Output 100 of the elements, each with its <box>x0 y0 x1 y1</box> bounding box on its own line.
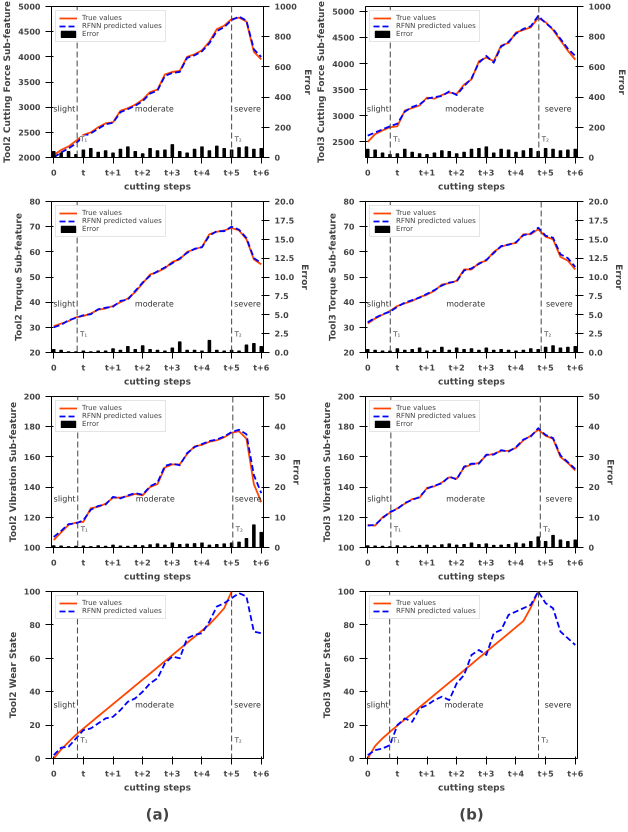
y2-tick-label: 20.0 <box>274 198 295 206</box>
y-axis-title: Tool2 Torque Sub-feature <box>14 213 24 341</box>
x-tick-label: t+2 <box>134 364 151 372</box>
y2-tick-label: 10.0 <box>274 273 295 282</box>
text: (a) <box>146 806 170 824</box>
annotation: slight <box>366 104 389 114</box>
y2-tick-label: 30 <box>274 452 286 462</box>
y-tick-label: 30 <box>343 323 355 332</box>
x-tick-label: t+4 <box>194 770 210 778</box>
y-tick-label: 100 <box>338 588 355 596</box>
annotation: moderate <box>444 700 484 710</box>
x-tick-label: t+5 <box>224 770 240 778</box>
y-tick-label: 80 <box>343 620 355 630</box>
y2-tick-label: 17.5 <box>588 216 609 226</box>
y-tick-label: 60 <box>29 248 41 257</box>
y2-tick-label: 2.5 <box>588 330 604 339</box>
annotation: slight <box>367 494 390 504</box>
x-tick-label: t+6 <box>253 770 270 778</box>
x-axis-title: cutting steps <box>124 784 191 794</box>
text: (b) <box>459 806 484 824</box>
x-tick-label: t+4 <box>508 168 524 178</box>
y2-tick-label: 10.0 <box>588 273 609 282</box>
x-tick-label: t+5 <box>538 364 554 372</box>
x-tick-label: t+6 <box>567 770 584 778</box>
y-tick-label: 120 <box>338 513 355 522</box>
y-tick-label: 60 <box>343 248 355 257</box>
y2-tick-label: 7.5 <box>588 292 604 301</box>
y-tick-label: 4500 <box>332 34 355 43</box>
x-tick-label: t <box>81 770 86 778</box>
y-tick-label: 60 <box>343 654 355 664</box>
y-axis-title: Tool2 Wear State <box>8 632 19 718</box>
y-tick-label: 50 <box>343 273 355 282</box>
x-tick-label: t+1 <box>418 770 436 778</box>
annotation: severe <box>544 700 572 710</box>
y-tick-label: 180 <box>24 422 41 432</box>
y-tick-label: 0 <box>348 754 355 764</box>
y2-tick-label: 50 <box>588 392 600 402</box>
y2-tick-label: 0 <box>588 154 594 162</box>
x-tick-label: t <box>395 770 400 778</box>
x-tick-label: t+2 <box>134 770 151 778</box>
y-tick-label: 50 <box>29 273 41 282</box>
annotation: severe <box>546 494 572 504</box>
y2-tick-label: 0 <box>274 154 280 162</box>
y-tick-label: 3500 <box>332 86 355 95</box>
x-tick-label: t+2 <box>134 168 151 178</box>
x-tick-label: t+6 <box>253 364 270 372</box>
y2-tick-label: 7.5 <box>274 292 290 301</box>
x-tick-label: t+1 <box>104 770 122 778</box>
y-tick-label: 140 <box>24 483 41 492</box>
y2-tick-label: 600 <box>588 62 606 72</box>
x-axis-title: cutting steps <box>438 784 505 794</box>
y-tick-label: 20 <box>343 348 355 358</box>
x-tick-label: 0 <box>364 168 371 178</box>
y2-tick-label: 0 <box>274 544 280 552</box>
x-tick-label: t+2 <box>448 770 465 778</box>
annotation: slight <box>366 700 389 710</box>
y2-tick-label: 1000 <box>588 2 612 12</box>
y2-tick-label: 10 <box>588 513 600 522</box>
y-tick-label: 3000 <box>18 103 41 112</box>
x-axis-title: cutting steps <box>124 572 191 582</box>
y2-axis-title: Error <box>290 459 301 486</box>
y-tick-label: 140 <box>338 483 355 492</box>
y-tick-label: 3000 <box>332 112 355 121</box>
y2-tick-label: 15.0 <box>588 235 609 244</box>
y2-tick-label: 600 <box>274 62 292 72</box>
x-axis-title: cutting steps <box>438 182 505 192</box>
y-tick-label: 60 <box>29 654 41 664</box>
x-tick-label: 0 <box>50 168 57 178</box>
x-tick-label: t+1 <box>418 168 436 178</box>
x-tick-label: t+2 <box>134 558 151 568</box>
y2-axis-title: Error <box>302 69 312 96</box>
annotation: severe <box>546 300 573 309</box>
y2-tick-label: 20.0 <box>588 198 609 206</box>
y-tick-label: 100 <box>24 544 41 552</box>
y-tick-label: 3500 <box>18 78 41 87</box>
x-tick-label: t <box>81 364 86 372</box>
x-tick-label: t+4 <box>508 364 524 372</box>
y-tick-label: 160 <box>338 452 355 462</box>
y-tick-label: 5000 <box>18 2 41 12</box>
x-tick-label: t+3 <box>164 770 180 778</box>
y2-tick-label: 1000 <box>274 2 298 12</box>
y2-tick-label: 12.5 <box>588 254 609 264</box>
x-tick-label: 0 <box>50 558 57 568</box>
x-tick-label: t+2 <box>448 558 465 568</box>
y-tick-label: 80 <box>343 198 355 206</box>
annotation: severe <box>544 104 572 114</box>
x-tick-label: 0 <box>364 558 371 568</box>
x-tick-label: t+3 <box>478 558 494 568</box>
y-tick-label: 40 <box>343 688 355 697</box>
y2-tick-label: 2.5 <box>274 330 290 339</box>
annotation: slight <box>54 700 76 710</box>
y2-axis-title: Error <box>613 264 624 290</box>
annotation: severe <box>234 300 262 309</box>
y-tick-label: 40 <box>343 298 355 308</box>
y-tick-label: 5000 <box>332 8 355 17</box>
y-tick-label: 70 <box>29 222 41 232</box>
y-tick-label: 2500 <box>18 128 41 138</box>
y-tick-label: 100 <box>24 588 41 596</box>
x-tick-label: t+6 <box>567 364 584 372</box>
annotation: slight <box>53 104 76 114</box>
